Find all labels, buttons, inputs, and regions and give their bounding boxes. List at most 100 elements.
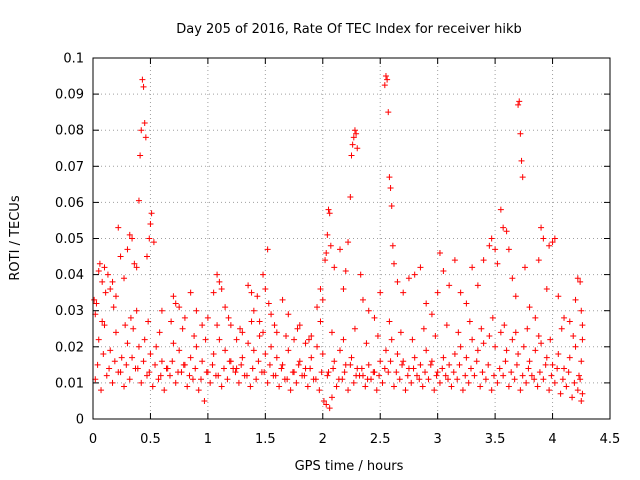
- data-point: [247, 383, 254, 390]
- data-point: [278, 365, 285, 372]
- data-point: [314, 343, 321, 350]
- data-point: [362, 383, 369, 390]
- data-point: [143, 372, 150, 379]
- data-point: [127, 314, 134, 321]
- data-point: [400, 358, 407, 365]
- data-point: [482, 376, 489, 383]
- data-point: [179, 325, 186, 332]
- data-point: [331, 358, 338, 365]
- data-point: [276, 383, 283, 390]
- data-point: [474, 347, 481, 354]
- x-tick-label: 0.5: [140, 432, 161, 447]
- data-point: [180, 361, 187, 368]
- data-point: [333, 383, 340, 390]
- data-point: [218, 286, 225, 293]
- data-point: [250, 307, 257, 314]
- data-point: [139, 76, 146, 83]
- data-point: [466, 318, 473, 325]
- data-point: [324, 372, 331, 379]
- data-point: [512, 293, 519, 300]
- data-point: [296, 358, 303, 365]
- data-point: [399, 361, 406, 368]
- y-tick-label: 0.06: [55, 196, 84, 211]
- data-point: [569, 394, 576, 401]
- data-point: [214, 271, 221, 278]
- data-point: [348, 152, 355, 159]
- data-point: [235, 379, 242, 386]
- data-point: [416, 376, 423, 383]
- data-point: [575, 372, 582, 379]
- data-point: [471, 372, 478, 379]
- data-point: [538, 224, 545, 231]
- data-point: [129, 354, 136, 361]
- data-point: [517, 387, 524, 394]
- data-point: [511, 376, 518, 383]
- y-tick-label: 0.04: [55, 268, 84, 283]
- data-point: [261, 369, 268, 376]
- data-point: [262, 351, 269, 358]
- y-tick-label: 0.05: [55, 232, 84, 247]
- data-point: [492, 246, 499, 253]
- data-point: [102, 289, 109, 296]
- data-point: [222, 347, 229, 354]
- data-point: [279, 361, 286, 368]
- data-point: [101, 264, 108, 271]
- data-point: [245, 340, 252, 347]
- data-point: [374, 332, 381, 339]
- data-point: [109, 379, 116, 386]
- data-point: [411, 354, 418, 361]
- data-point: [443, 322, 450, 329]
- data-point: [524, 325, 531, 332]
- data-point: [515, 101, 522, 108]
- data-point: [494, 260, 501, 267]
- data-point: [308, 354, 315, 361]
- data-point: [142, 134, 149, 141]
- data-point: [376, 372, 383, 379]
- data-point: [138, 379, 145, 386]
- data-point: [500, 224, 507, 231]
- data-point: [486, 332, 493, 339]
- data-point: [387, 184, 394, 191]
- data-point: [256, 332, 263, 339]
- y-tick-label: 0.1: [63, 52, 84, 67]
- y-tick-label: 0.03: [55, 304, 84, 319]
- scatter-points: [91, 73, 586, 412]
- data-point: [442, 372, 449, 379]
- data-point: [330, 365, 337, 372]
- data-point: [417, 264, 424, 271]
- data-point: [218, 383, 225, 390]
- data-point: [203, 369, 210, 376]
- data-point: [224, 376, 231, 383]
- data-point: [532, 314, 539, 321]
- data-point: [488, 235, 495, 242]
- data-point: [157, 372, 164, 379]
- data-point: [457, 289, 464, 296]
- data-point: [158, 358, 165, 365]
- data-point: [386, 174, 393, 181]
- data-point: [485, 361, 492, 368]
- data-point: [215, 372, 222, 379]
- data-point: [384, 76, 391, 83]
- data-point: [558, 325, 565, 332]
- data-point: [364, 376, 371, 383]
- data-point: [535, 257, 542, 264]
- data-point: [446, 282, 453, 289]
- data-point: [351, 325, 358, 332]
- data-point: [440, 267, 447, 274]
- data-point: [148, 210, 155, 217]
- data-point: [100, 351, 107, 358]
- data-point: [359, 296, 366, 303]
- data-point: [176, 347, 183, 354]
- data-point: [455, 329, 462, 336]
- data-point: [503, 347, 510, 354]
- data-point: [256, 318, 263, 325]
- data-point: [469, 336, 476, 343]
- data-point: [155, 376, 162, 383]
- data-point: [555, 351, 562, 358]
- data-point: [149, 383, 156, 390]
- data-point: [304, 383, 311, 390]
- data-point: [570, 332, 577, 339]
- x-tick-label: 4.5: [600, 432, 621, 447]
- data-point: [566, 354, 573, 361]
